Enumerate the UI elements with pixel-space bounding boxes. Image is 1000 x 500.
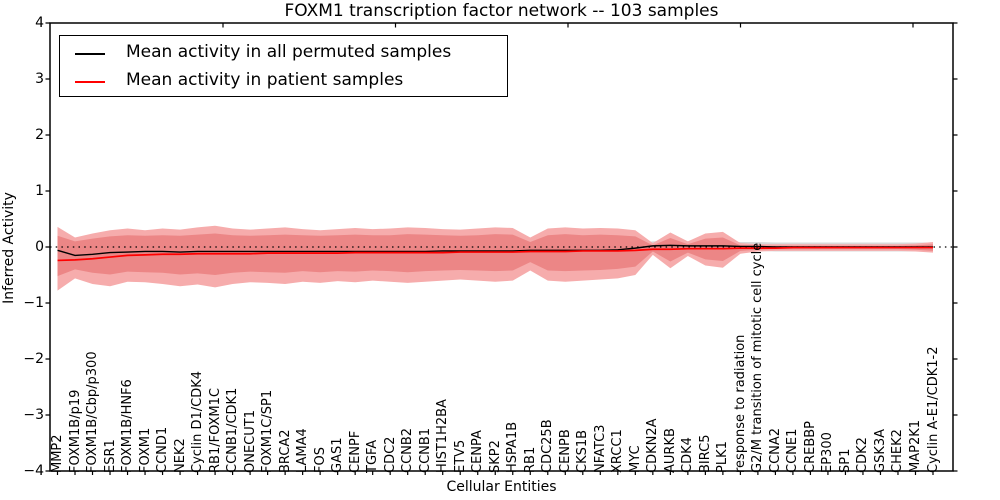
legend-box: Mean activity in all permuted samples Me… bbox=[59, 35, 508, 97]
x-tick-label: FOXM1C/SP1 bbox=[260, 389, 276, 473]
x-tick-label: SKP2 bbox=[487, 440, 503, 473]
y-tick-label: 4 bbox=[35, 15, 44, 31]
x-tick-label: CCNB1 bbox=[417, 427, 433, 473]
x-tick-label: CENPA bbox=[470, 430, 486, 473]
x-tick-label: NFATC3 bbox=[592, 424, 608, 473]
x-tick-label: response to radiation bbox=[732, 334, 748, 473]
x-tick-label: CDK4 bbox=[680, 437, 696, 473]
x-tick-label: CREBBP bbox=[802, 421, 818, 473]
x-tick-label: RB1 bbox=[522, 446, 538, 473]
legend-label: Mean activity in patient samples bbox=[126, 70, 404, 90]
patient-mean-line bbox=[57, 246, 933, 262]
x-tick-label: CDC2 bbox=[382, 436, 398, 473]
chart-title: FOXM1 transcription factor network -- 10… bbox=[284, 1, 719, 21]
x-tick-label: CKS1B bbox=[575, 429, 591, 473]
y-tick-label: 0 bbox=[35, 239, 44, 255]
x-tick-label: ESR1 bbox=[102, 439, 118, 473]
patient-line-swatch bbox=[75, 81, 105, 83]
patient-inner-range-band bbox=[57, 233, 933, 277]
x-tick-label: FOXM1B/p19 bbox=[67, 389, 83, 473]
y-tick-label: 2 bbox=[35, 127, 44, 143]
x-tick-label: CDKN2A bbox=[645, 418, 661, 473]
x-tick-label: Cyclin A-E1/CDK1-2 bbox=[925, 346, 941, 473]
x-tick-label: CCNB2 bbox=[400, 427, 416, 473]
y-tick-label: −3 bbox=[23, 407, 44, 423]
x-tick-label: GAS1 bbox=[330, 437, 346, 474]
x-tick-label: CENPB bbox=[557, 429, 573, 473]
x-tick-label: HSPA1B bbox=[505, 421, 521, 473]
x-tick-label: SP1 bbox=[837, 448, 853, 473]
x-tick-label: EP300 bbox=[820, 432, 836, 473]
x-tick-label: CENPF bbox=[347, 430, 363, 473]
y-tick-label: −2 bbox=[23, 351, 44, 367]
x-tick-label: CCND1 bbox=[155, 426, 171, 473]
x-tick-label: AURKB bbox=[662, 428, 678, 473]
x-tick-label: XRCC1 bbox=[610, 429, 626, 473]
axis-tick-marks bbox=[45, 22, 958, 475]
x-tick-label: GSK3A bbox=[872, 428, 888, 473]
x-tick-label: BRCA2 bbox=[277, 429, 293, 473]
x-tick-label: LAMA4 bbox=[295, 428, 311, 473]
y-tick-label: 3 bbox=[35, 71, 44, 87]
legend-item: Mean activity in patient samples bbox=[60, 68, 507, 96]
x-tick-label: CDC25B bbox=[540, 419, 556, 473]
x-tick-label: ETV5 bbox=[452, 439, 468, 473]
x-tick-label: NEK2 bbox=[172, 438, 188, 473]
x-tick-label: G2/M transition of mitotic cell cycle bbox=[750, 242, 766, 473]
legend-item: Mean activity in all permuted samples bbox=[60, 40, 507, 68]
x-tick-label: MYC bbox=[627, 445, 643, 473]
x-tick-label: MMP2 bbox=[50, 434, 65, 473]
y-tick-label: 1 bbox=[35, 183, 44, 199]
x-tick-label: FOXM1B/Cbp/p300 bbox=[85, 351, 101, 473]
x-tick-label: BIRC5 bbox=[697, 434, 713, 474]
x-tick-label: FOXM1 bbox=[137, 427, 153, 473]
x-tick-label: PLK1 bbox=[715, 441, 731, 473]
x-tick-label: FOXM1B/HNF6 bbox=[120, 379, 136, 473]
x-axis-label: Cellular Entities bbox=[446, 479, 557, 495]
y-tick-label: −1 bbox=[23, 295, 44, 311]
y-tick-label: −4 bbox=[23, 463, 44, 479]
x-tick-label: TGFA bbox=[365, 439, 381, 473]
x-tick-label: CHEK2 bbox=[890, 429, 906, 473]
x-tick-label: FOS bbox=[312, 447, 328, 473]
x-tick-label: RB1/FOXM1C bbox=[207, 388, 223, 473]
x-tick-label: CCNB1/CDK1 bbox=[225, 387, 241, 473]
x-tick-label: CDK2 bbox=[855, 437, 871, 473]
x-tick-label: HIST1H2BA bbox=[435, 399, 451, 473]
x-tick-label: CCNA2 bbox=[767, 427, 783, 473]
x-tick-label: MAP2K1 bbox=[907, 419, 923, 473]
x-tick-label: ONECUT1 bbox=[242, 410, 258, 473]
x-tick-label: CCNE1 bbox=[785, 428, 801, 473]
x-tick-label: Cyclin D1/CDK4 bbox=[190, 370, 206, 473]
legend-label: Mean activity in all permuted samples bbox=[126, 42, 452, 62]
permuted-line-swatch bbox=[75, 53, 105, 55]
